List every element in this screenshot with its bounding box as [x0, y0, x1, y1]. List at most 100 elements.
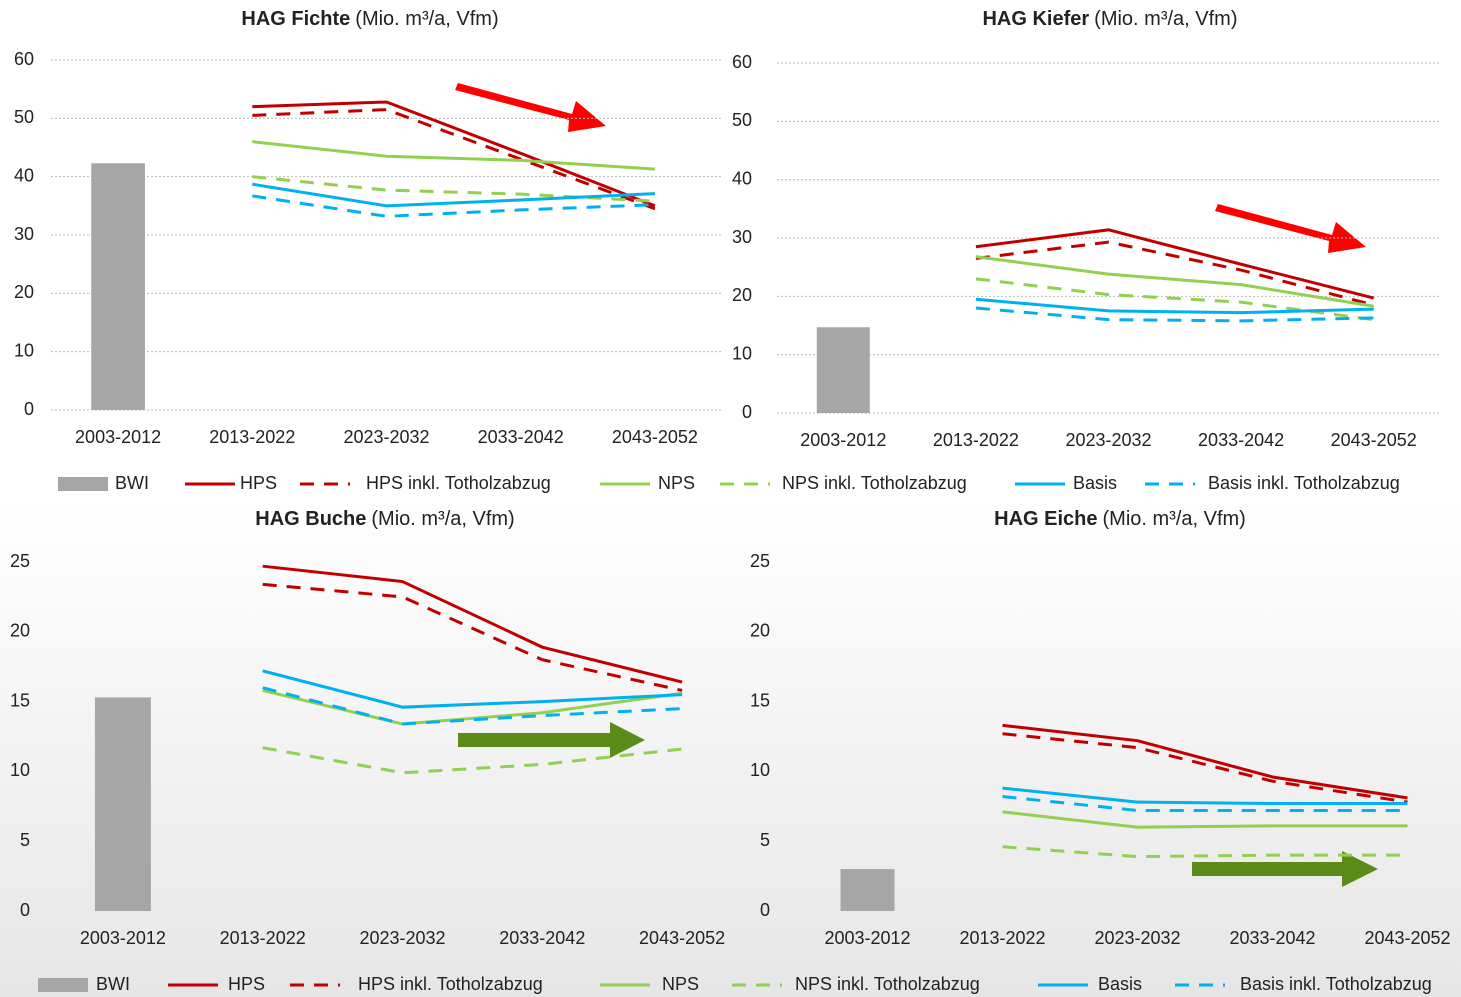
x-tick-label: 2003-2012 — [80, 928, 166, 948]
y-tick-label: 10 — [14, 340, 34, 360]
chart-subtitle: (Mio. m³/a, Vfm) — [1094, 8, 1237, 30]
x-tick-label: 2003-2012 — [800, 430, 886, 450]
chart-title: HAG Kiefer (Mio. m³/a, Vfm) — [982, 8, 1237, 30]
line-series — [975, 255, 1374, 308]
y-tick-label: 30 — [732, 227, 752, 247]
bar — [816, 327, 870, 413]
x-tick-label: 2033-2042 — [1198, 430, 1284, 450]
legend-label: Basis inkl. Totholzabzug — [1208, 473, 1400, 493]
y-tick-label: 15 — [10, 690, 30, 710]
chart-title: HAG Fichte (Mio. m³/a, Vfm) — [241, 8, 498, 30]
legend-label: NPS — [658, 473, 695, 493]
line-series — [262, 669, 683, 709]
x-tick-label: 2043-2052 — [1331, 430, 1417, 450]
chart-subtitle: (Mio. m³/a, Vfm) — [355, 8, 498, 30]
y-tick-label: 60 — [732, 52, 752, 72]
line-series — [252, 182, 655, 208]
y-tick-label: 15 — [750, 690, 770, 710]
y-tick-label: 5 — [20, 830, 30, 850]
x-tick-label: 2033-2042 — [499, 928, 585, 948]
legend-swatch — [38, 978, 88, 992]
legend-label: HPS — [228, 974, 265, 994]
line-series — [1002, 845, 1408, 859]
y-tick-label: 0 — [24, 399, 34, 419]
chart-subtitle: (Mio. m³/a, Vfm) — [371, 508, 514, 530]
x-tick-label: 2013-2022 — [209, 427, 295, 447]
bar — [94, 697, 151, 911]
x-tick-label: 2043-2052 — [1364, 928, 1450, 948]
legend-label: HPS — [240, 473, 277, 493]
x-tick-label: 2013-2022 — [220, 928, 306, 948]
arrow — [458, 722, 645, 758]
y-tick-label: 25 — [10, 551, 30, 571]
arrow — [455, 83, 606, 132]
y-tick-label: 20 — [10, 621, 30, 641]
legend-label: NPS inkl. Totholzabzug — [782, 473, 967, 493]
legend-swatch — [58, 477, 108, 491]
line-series — [252, 108, 656, 211]
x-tick-label: 2023-2032 — [343, 427, 429, 447]
x-tick-label: 2013-2022 — [933, 430, 1019, 450]
x-tick-label: 2023-2032 — [1094, 928, 1180, 948]
line-series — [262, 686, 683, 726]
line-series — [252, 194, 655, 218]
x-tick-label: 2023-2032 — [1065, 430, 1151, 450]
x-tick-label: 2043-2052 — [612, 427, 698, 447]
line-series — [1002, 795, 1408, 812]
legend-label: Basis — [1098, 974, 1142, 994]
line-series — [262, 582, 683, 692]
y-tick-label: 20 — [732, 285, 752, 305]
y-tick-label: 50 — [732, 110, 752, 130]
line-series — [252, 100, 656, 208]
line-series — [975, 228, 1375, 300]
line-series — [1002, 786, 1408, 806]
legend-label: BWI — [96, 974, 130, 994]
chart-title-main: HAG Buche — [255, 508, 366, 530]
y-tick-label: 30 — [14, 224, 34, 244]
y-tick-label: 10 — [10, 760, 30, 780]
legend-label: NPS — [662, 974, 699, 994]
chart-subtitle: (Mio. m³/a, Vfm) — [1103, 508, 1246, 530]
y-tick-label: 0 — [20, 900, 30, 920]
y-tick-label: 50 — [14, 107, 34, 127]
x-tick-label: 2033-2042 — [1229, 928, 1315, 948]
y-tick-label: 25 — [750, 551, 770, 571]
legend-label: HPS inkl. Totholzabzug — [358, 974, 543, 994]
y-tick-label: 20 — [14, 282, 34, 302]
y-tick-label: 60 — [14, 49, 34, 69]
y-tick-label: 10 — [732, 343, 752, 363]
y-tick-label: 20 — [750, 621, 770, 641]
legend-label: NPS inkl. Totholzabzug — [795, 974, 980, 994]
arrow — [1215, 204, 1366, 253]
y-tick-label: 40 — [732, 168, 752, 188]
background — [0, 500, 1461, 997]
line-series — [975, 240, 1375, 307]
arrow — [1192, 851, 1378, 887]
legend-label: HPS inkl. Totholzabzug — [366, 473, 551, 493]
decor-arrows — [455, 83, 1378, 887]
line-series — [1002, 732, 1408, 804]
line-series — [252, 140, 655, 171]
x-tick-label: 2043-2052 — [639, 928, 725, 948]
x-tick-label: 2003-2012 — [75, 427, 161, 447]
legend-label: Basis — [1073, 473, 1117, 493]
legend-label: BWI — [115, 473, 149, 493]
x-tick-label: 2033-2042 — [478, 427, 564, 447]
chart-title-main: HAG Kiefer — [982, 8, 1089, 30]
bar — [840, 869, 895, 911]
y-tick-label: 0 — [760, 900, 770, 920]
line-series — [262, 564, 683, 684]
y-tick-label: 40 — [14, 165, 34, 185]
chart-title-main: HAG Fichte — [241, 8, 350, 30]
x-tick-label: 2013-2022 — [959, 928, 1045, 948]
y-tick-label: 0 — [742, 402, 752, 422]
y-tick-label: 5 — [760, 830, 770, 850]
chart-title: HAG Buche (Mio. m³/a, Vfm) — [255, 508, 514, 530]
line-series — [975, 297, 1374, 315]
y-tick-label: 10 — [750, 760, 770, 780]
background — [0, 0, 1461, 500]
line-series — [975, 306, 1374, 323]
line-series — [1002, 810, 1408, 829]
bar — [91, 163, 145, 410]
